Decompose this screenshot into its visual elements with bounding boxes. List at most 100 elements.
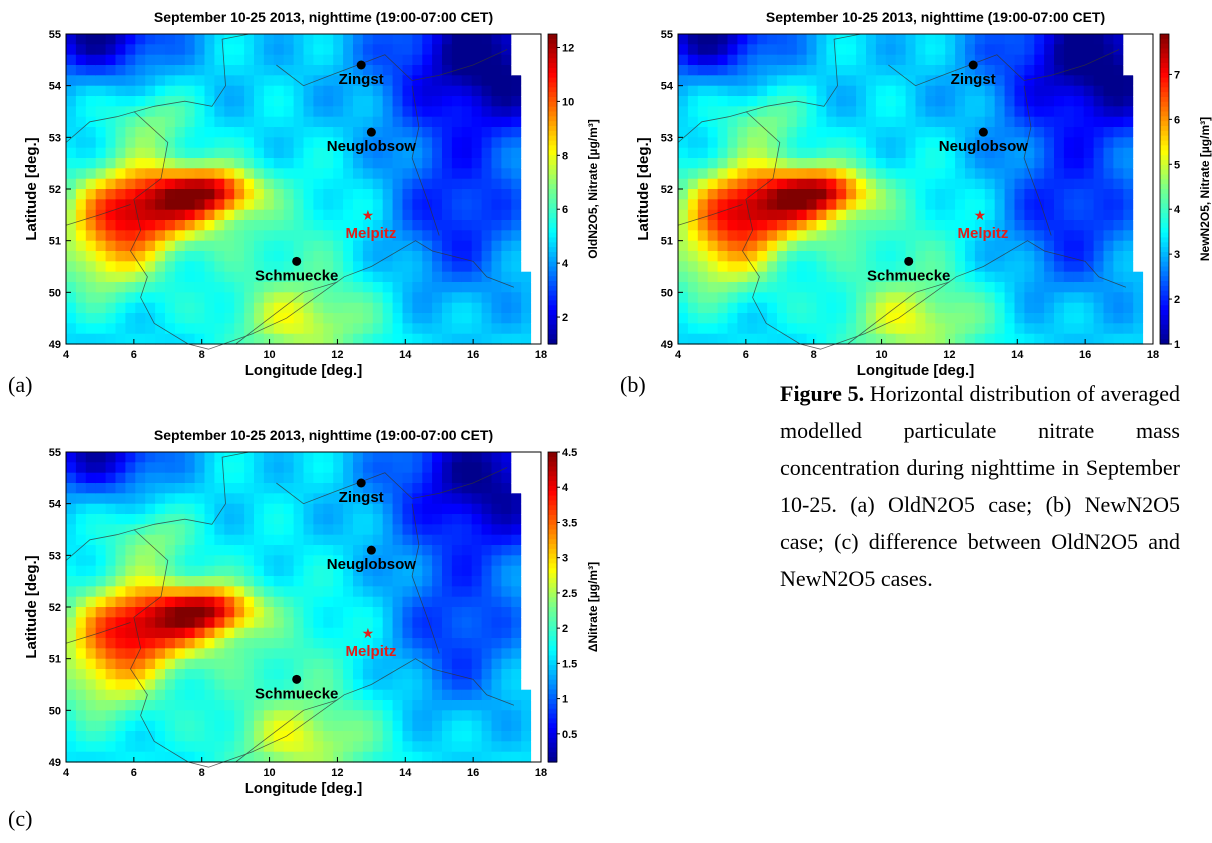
heatmap-cell <box>66 65 77 76</box>
heatmap-cell <box>372 607 384 618</box>
heatmap-cell <box>432 158 443 169</box>
heatmap-cell <box>727 282 738 293</box>
heatmap-cell <box>511 493 522 505</box>
heatmap-cell <box>105 720 117 732</box>
heatmap-cell <box>491 302 502 314</box>
heatmap-cell <box>442 534 453 546</box>
heatmap-cell <box>382 576 394 587</box>
heatmap-cell <box>511 137 522 149</box>
heatmap-cell <box>75 472 87 484</box>
heatmap-cell <box>313 524 324 536</box>
heatmap-cell <box>994 323 1006 335</box>
heatmap-cell <box>372 230 384 242</box>
heatmap-cell <box>1014 282 1025 293</box>
heatmap-cell <box>372 720 384 732</box>
heatmap-cell <box>254 493 265 505</box>
heatmap-cell <box>687 199 699 211</box>
heatmap-cell <box>501 565 512 577</box>
heatmap-cell <box>796 313 808 324</box>
country-borders <box>65 451 515 768</box>
heatmap-cell <box>66 199 77 211</box>
heatmap-cell <box>697 106 709 118</box>
heatmap-cell <box>165 34 176 45</box>
heatmap-cell <box>422 545 433 556</box>
heatmap-cell <box>965 282 976 293</box>
heatmap-cell <box>442 503 453 515</box>
heatmap-cell <box>1133 189 1144 200</box>
heatmap-cell <box>1143 85 1154 97</box>
heatmap-cell <box>1024 251 1035 262</box>
heatmap-cell <box>254 689 265 701</box>
heatmap-cell <box>95 106 107 118</box>
heatmap-cell <box>1004 178 1016 190</box>
heatmap-cell <box>174 168 186 180</box>
heatmap-cell <box>234 472 245 484</box>
heatmap-cell <box>678 158 689 169</box>
heatmap-cell <box>707 261 719 273</box>
heatmap-cell <box>362 158 374 169</box>
colorbar-tick-label: 10 <box>562 96 574 108</box>
heatmap-cell <box>75 462 87 474</box>
heatmap-cell <box>392 178 404 190</box>
heatmap-cell <box>806 137 818 149</box>
heatmap-cell <box>234 137 245 149</box>
heatmap-cell <box>353 607 364 618</box>
heatmap-cell <box>412 638 423 649</box>
heatmap-cell <box>95 282 107 293</box>
heatmap-cell <box>1004 137 1016 149</box>
heatmap-cell <box>66 524 77 536</box>
heatmap-cell <box>382 240 394 252</box>
heatmap-cell <box>1024 178 1035 190</box>
station-label: Zingst <box>339 489 384 506</box>
heatmap-cell <box>1133 302 1144 314</box>
heatmap-cell <box>174 54 186 66</box>
heatmap-cell <box>115 137 126 149</box>
heatmap-cell <box>955 116 966 128</box>
colorbar-segment <box>1160 271 1169 277</box>
heatmap-cell <box>353 658 364 670</box>
heatmap-cell <box>875 230 887 242</box>
heatmap-cell <box>895 230 907 242</box>
heatmap-cell <box>806 44 818 56</box>
heatmap-cell <box>1034 199 1045 211</box>
heatmap-cell <box>1123 189 1134 200</box>
heatmap-cell <box>323 75 334 87</box>
heatmap-cell <box>1034 313 1045 324</box>
heatmap-cell <box>125 669 136 680</box>
heatmap-cell <box>1073 178 1085 190</box>
heatmap-cell <box>1143 313 1154 324</box>
heatmap-cell <box>836 251 847 262</box>
heatmap-cell <box>955 34 966 45</box>
heatmap-cell <box>165 576 176 587</box>
heatmap-cell <box>155 493 166 505</box>
heatmap-cell <box>767 261 778 273</box>
heatmap-cell <box>481 503 493 515</box>
heatmap-cell <box>984 302 996 314</box>
heatmap-cell <box>846 168 857 180</box>
heatmap-cell <box>511 627 522 639</box>
colorbar-segment <box>548 189 557 195</box>
heatmap-cell <box>1073 85 1085 97</box>
heatmap-cell <box>885 75 897 87</box>
heatmap-cell <box>372 85 384 97</box>
heatmap-cell <box>1054 96 1065 107</box>
heatmap-cell <box>1034 189 1045 200</box>
heatmap-cell <box>481 586 493 598</box>
heatmap-cell <box>1044 147 1055 159</box>
heatmap-cell <box>66 534 77 546</box>
heatmap-cell <box>531 292 542 304</box>
heatmap-cell <box>442 710 453 722</box>
heatmap-cell <box>1083 147 1095 159</box>
colorbar-tick-label: 4.5 <box>562 447 577 459</box>
heatmap-cell <box>984 178 996 190</box>
heatmap-cell <box>422 282 433 293</box>
heatmap-cell <box>461 669 473 680</box>
heatmap-cell <box>521 710 532 722</box>
heatmap-cell <box>323 85 334 97</box>
heatmap-cell <box>362 503 374 515</box>
heatmap-cell <box>224 137 235 149</box>
heatmap-cell <box>866 199 877 211</box>
heatmap-cell <box>511 116 522 128</box>
heatmap-cell <box>935 323 946 335</box>
heatmap-cell <box>372 189 384 200</box>
